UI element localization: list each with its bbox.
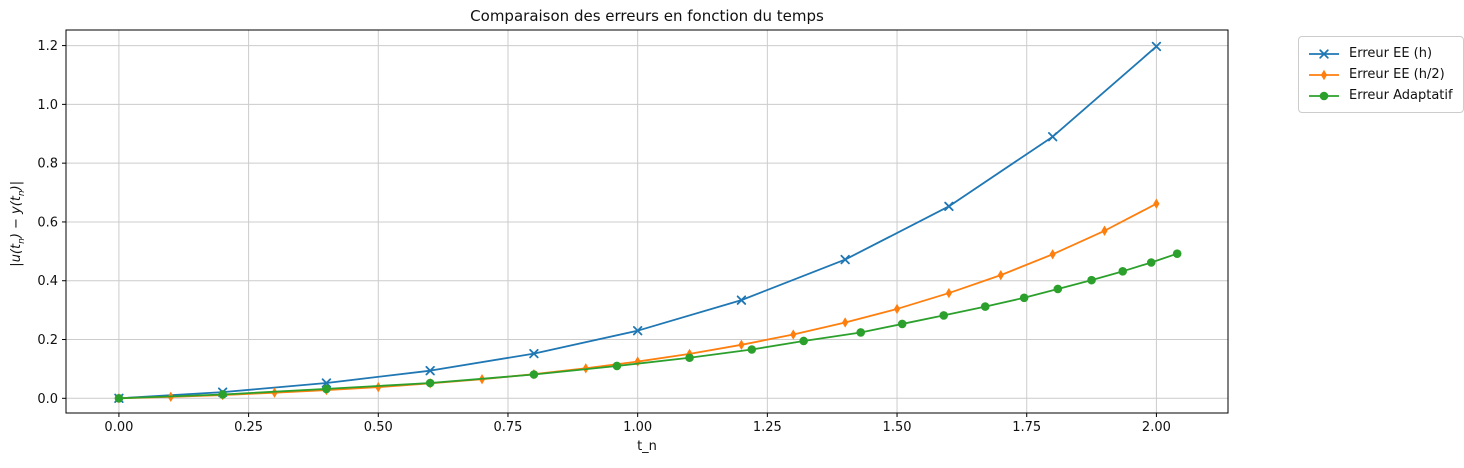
plot-spines (65, 29, 1229, 414)
legend: Erreur EE (h) Erreur EE (h/2) Erreur Ada… (1298, 36, 1464, 113)
x-axis-label: t_n (637, 439, 657, 454)
ylabel-part: ) − y(t (9, 196, 25, 239)
x-tick-label: 1.25 (753, 420, 782, 435)
x-tick-label: 0.25 (234, 420, 263, 435)
legend-item: Erreur Adaptatif (1307, 85, 1453, 106)
x-tick-label: 1.75 (1012, 420, 1041, 435)
legend-marker-sample-diamond (1309, 69, 1339, 80)
x-tick-label: 1.00 (623, 420, 652, 435)
legend-marker-sample-circle (1309, 91, 1339, 100)
legend-label: Erreur EE (h/2) (1349, 67, 1445, 82)
legend-label: Erreur Adaptatif (1349, 88, 1453, 103)
x-tick-label: 1.50 (883, 420, 912, 435)
chart-title: Comparaison des erreurs en fonction du t… (470, 7, 824, 25)
series-line (118, 252, 1178, 400)
x-tick-label: 0.00 (104, 420, 133, 435)
y-axis-label: |u(tn) − y(tn)| (9, 144, 27, 304)
legend-marker-sample-x (1309, 48, 1339, 59)
x-tick-label: 0.50 (364, 420, 393, 435)
y-tick-label: 0.8 (37, 157, 58, 172)
grid-lines (66, 30, 1228, 413)
legend-item: Erreur EE (h) (1307, 43, 1453, 64)
y-tick-label: 0.4 (37, 274, 58, 289)
ylabel-subscript: n (16, 190, 27, 197)
legend-item: Erreur EE (h/2) (1307, 64, 1453, 85)
axis-ticks: 0.00 0.25 0.50 0.75 1.00 1.25 1.50 1.75 2.00 0.0 0… (37, 39, 1171, 435)
series-markers (114, 249, 1182, 403)
x-tick-label: 0.75 (493, 420, 522, 435)
y-tick-label: 0.0 (37, 392, 58, 407)
y-tick-label: 1.0 (37, 98, 58, 113)
series-2 (114, 249, 1182, 403)
ylabel-subscript: n (16, 238, 27, 244)
y-tick-label: 1.2 (37, 39, 58, 54)
y-tick-label: 0.6 (37, 215, 58, 230)
ylabel-part: )| (9, 180, 25, 191)
ylabel-part: |u(t (9, 243, 25, 267)
legend-label: Erreur EE (h) (1349, 46, 1433, 61)
x-tick-label: 2.00 (1142, 420, 1171, 435)
y-tick-label: 0.2 (37, 333, 58, 348)
